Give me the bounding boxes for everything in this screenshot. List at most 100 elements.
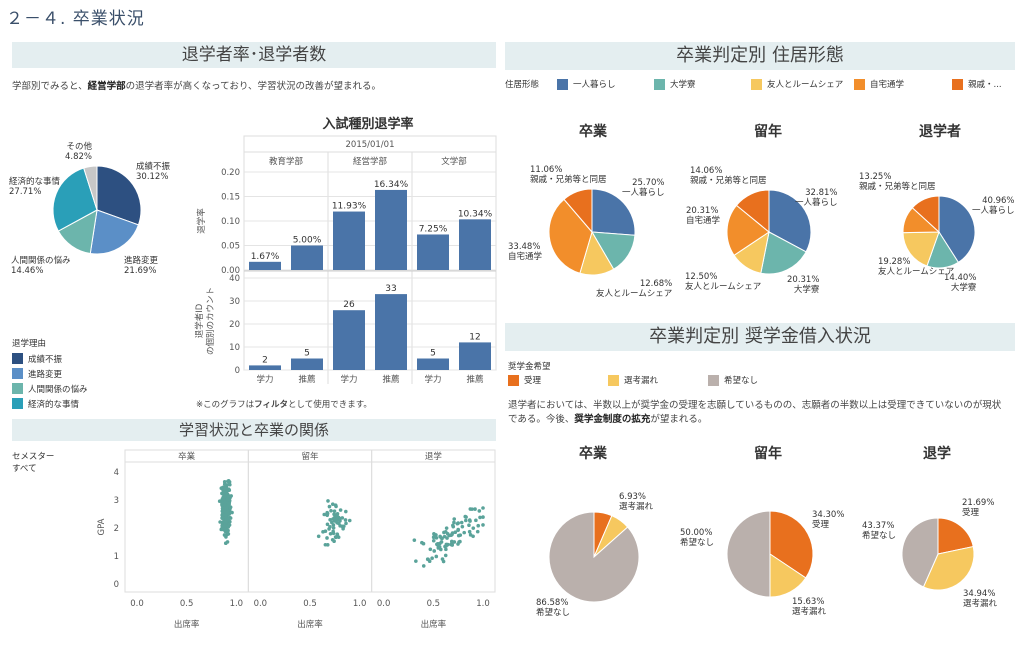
scatter-point[interactable] (452, 517, 457, 521)
scatter-point[interactable] (325, 510, 329, 515)
scatter-point[interactable] (223, 486, 228, 490)
legend-item-none[interactable]: 希望なし (708, 374, 808, 386)
scatter-point[interactable] (439, 536, 444, 540)
scatter-point[interactable] (223, 510, 228, 514)
scatter-point[interactable] (434, 536, 439, 540)
reasons-pie-chart[interactable] (0, 125, 190, 295)
scatter-point[interactable] (328, 531, 333, 536)
scatter-point[interactable] (475, 529, 480, 534)
scatter-point[interactable] (464, 518, 468, 523)
scatter-point[interactable] (459, 520, 464, 525)
scholarship-pie-slice[interactable] (901, 517, 939, 588)
reasons-pie-slice[interactable] (83, 165, 98, 211)
scatter-point[interactable] (222, 494, 227, 499)
scatter-point[interactable] (478, 515, 482, 520)
scatter-point[interactable] (451, 524, 456, 529)
scatter-point[interactable] (325, 536, 329, 540)
legend-item-accepted[interactable]: 受理 (508, 374, 608, 386)
scholarship-pie-slice[interactable] (548, 511, 640, 603)
scatter-point[interactable] (323, 529, 328, 534)
housing-pie-slice[interactable] (563, 188, 593, 234)
scatter-point[interactable] (444, 544, 448, 548)
scatter-point[interactable] (226, 524, 230, 529)
scatter-point[interactable] (224, 535, 228, 539)
legend-item-grades[interactable]: 成績不振 (12, 351, 88, 366)
scatter-point[interactable] (227, 482, 231, 487)
legend-item-career[interactable]: 進路変更 (12, 366, 88, 381)
scatter-point[interactable] (473, 507, 477, 511)
scatter-point[interactable] (336, 535, 341, 540)
scatter-point[interactable] (331, 526, 336, 530)
scatter-point[interactable] (440, 557, 445, 561)
reasons-pie-slice[interactable] (96, 165, 142, 226)
housing-pie-slice[interactable] (591, 188, 636, 236)
scatter-point[interactable] (218, 520, 222, 524)
housing-pie-slice[interactable] (911, 195, 940, 234)
scatter-point[interactable] (453, 530, 458, 535)
scatter-point[interactable] (325, 522, 330, 527)
housing-legend[interactable]: 住居形態 一人暮らし 大学寮 友人とルームシェア 自宅通学 親戚・... (505, 78, 1012, 90)
scatter-point[interactable] (323, 542, 328, 547)
scatter-point[interactable] (322, 512, 327, 517)
scatter-point[interactable] (426, 557, 430, 562)
scatter-point[interactable] (456, 528, 460, 533)
scatter-point[interactable] (434, 554, 439, 559)
scatter-point[interactable] (222, 480, 227, 484)
scatter-point[interactable] (220, 513, 224, 517)
scatter-point[interactable] (452, 520, 456, 525)
scatter-point[interactable] (450, 543, 455, 547)
scatter-point[interactable] (347, 518, 352, 523)
scatter-point[interactable] (444, 526, 449, 530)
housing-pie-slice[interactable] (548, 198, 593, 274)
housing-pie-slice[interactable] (760, 231, 807, 275)
count-bar[interactable] (459, 342, 491, 370)
scatter-point[interactable] (442, 534, 447, 539)
study-scatter-chart[interactable]: 4 3 2 1 0 GPA 卒業 0.0 0.5 1.0 出席率 留年 0.0 0.5 1.0 出席率 退学 0.… (95, 446, 500, 640)
rate-bar[interactable] (459, 219, 491, 270)
scatter-point[interactable] (219, 486, 224, 491)
scatter-point[interactable] (431, 535, 436, 540)
legend-item-relatives[interactable]: 親戚・... (952, 78, 1012, 90)
reasons-pie-slice[interactable] (89, 209, 140, 255)
scatter-point[interactable] (462, 530, 467, 535)
scatter-point[interactable] (332, 509, 337, 513)
scatter-point[interactable] (444, 547, 448, 552)
reasons-pie-slice[interactable] (52, 167, 98, 232)
rate-bar[interactable] (417, 234, 449, 270)
scatter-point[interactable] (447, 533, 452, 538)
reasons-legend[interactable]: 成績不振 進路変更 人間関係の悩み 経済的な事情 (12, 351, 88, 411)
scatter-point[interactable] (471, 526, 476, 530)
scatter-point[interactable] (421, 564, 426, 568)
scatter-point[interactable] (456, 533, 461, 538)
scholarship-pie-slice[interactable] (922, 545, 975, 591)
scholarship-pie-charts[interactable] (505, 462, 1020, 642)
scatter-point[interactable] (328, 524, 332, 529)
scatter-point[interactable] (458, 539, 462, 544)
scatter-point[interactable] (455, 521, 460, 526)
scholarship-pie-slice[interactable] (726, 510, 771, 598)
scatter-point[interactable] (334, 535, 338, 540)
scatter-point[interactable] (434, 533, 438, 537)
rate-bar[interactable] (249, 261, 281, 270)
scholarship-pie-slice[interactable] (937, 517, 974, 555)
scatter-point[interactable] (226, 478, 231, 483)
semester-filter-value[interactable]: すべて (12, 464, 37, 474)
legend-item-home[interactable]: 自宅通学 (854, 78, 952, 90)
count-bar[interactable] (375, 294, 407, 370)
scatter-point[interactable] (225, 497, 230, 502)
scatter-point[interactable] (431, 538, 436, 543)
scatter-point[interactable] (225, 540, 230, 544)
scatter-point[interactable] (226, 501, 231, 505)
legend-item-share[interactable]: 友人とルームシェア (751, 78, 854, 90)
count-bar[interactable] (333, 310, 365, 370)
scatter-point[interactable] (442, 530, 446, 535)
scatter-point[interactable] (430, 556, 434, 561)
scatter-point[interactable] (338, 508, 343, 512)
scatter-point[interactable] (330, 502, 335, 506)
scatter-point[interactable] (333, 519, 337, 523)
scatter-point[interactable] (338, 524, 342, 528)
semester-filter[interactable]: セメスター すべて (12, 451, 54, 475)
legend-item-economy[interactable]: 経済的な事情 (12, 396, 88, 411)
scatter-point[interactable] (224, 517, 229, 522)
rate-bar[interactable] (333, 211, 365, 270)
